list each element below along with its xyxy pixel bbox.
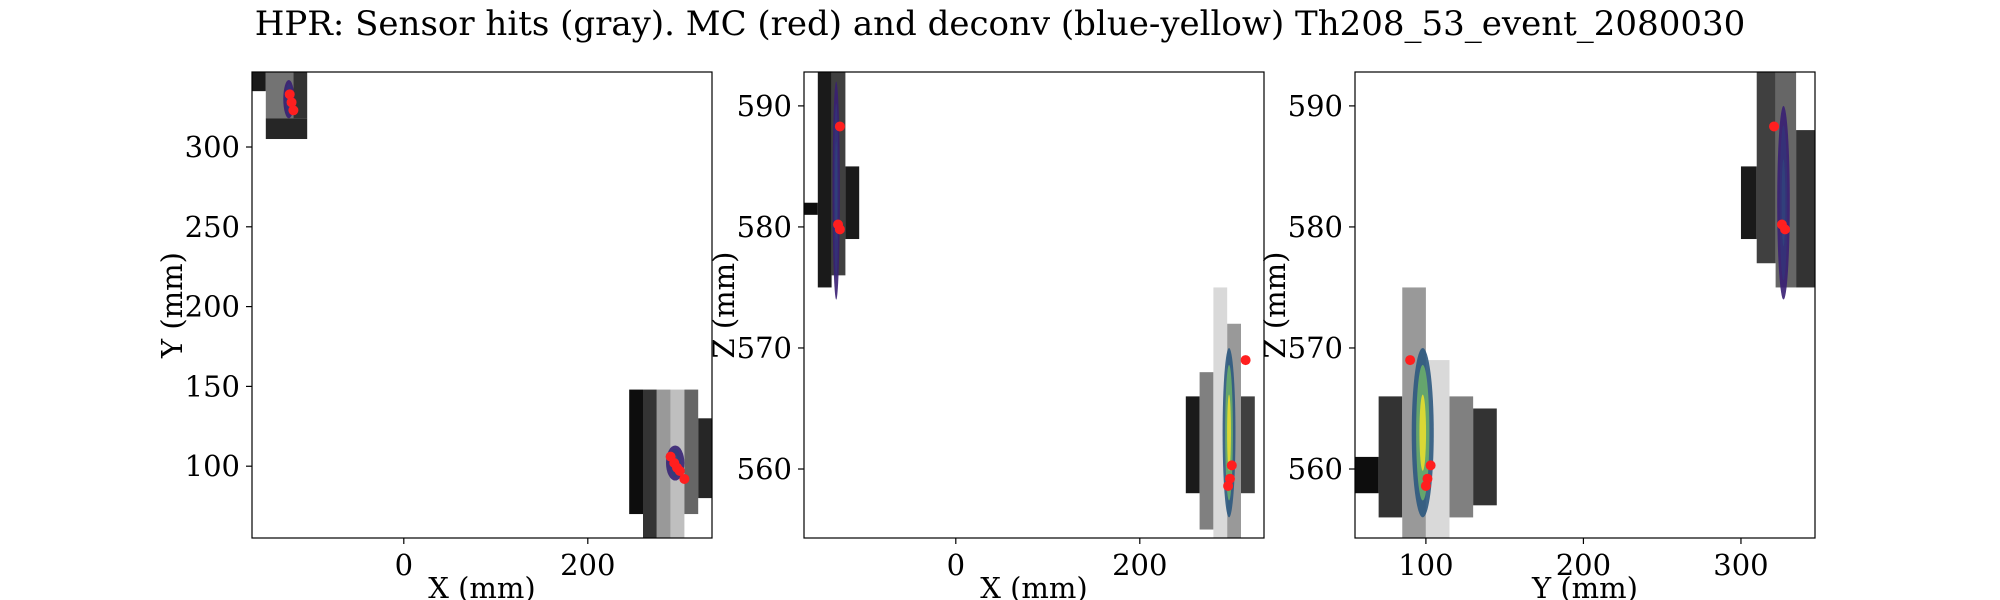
figure-title: HPR: Sensor hits (gray). MC (red) and de…	[255, 4, 1745, 44]
xz-mc-point-4	[1226, 460, 1237, 471]
xz-sensor-hit-0	[804, 202, 818, 215]
xy-sensor-hit-5	[643, 389, 657, 538]
xz-mc-point-3	[1240, 355, 1251, 366]
panel-yz: 100 200 300 560 570 580 590 Y (mm) Z (mm)	[1258, 71, 1816, 600]
yz-deconv-core-0	[1419, 394, 1427, 471]
xy-mc-point-0	[284, 89, 295, 100]
xy-xlabel: X (mm)	[428, 571, 536, 600]
yz-xtick-label-1: 200	[1556, 548, 1611, 582]
yz-plot-area	[1355, 72, 1815, 538]
yz-ytick-label-0: 560	[1288, 452, 1343, 486]
xy-mc-point-1	[286, 97, 297, 108]
xy-ytick-label-4: 300	[185, 130, 240, 164]
xz-plot-area	[804, 72, 1255, 538]
xz-ylabel: Z (mm)	[707, 252, 741, 359]
xy-ytick-label-3: 250	[185, 210, 240, 244]
xz-sensor-hit-4	[1185, 396, 1200, 494]
yz-mc-point-1	[1425, 460, 1436, 471]
xz-deconv-core-0	[835, 141, 838, 240]
xz-sensor-hit-1	[817, 72, 832, 288]
xz-deconv-core-1	[1227, 394, 1231, 471]
xy-mc-point-7	[679, 473, 690, 484]
xy-axes-frame	[251, 71, 713, 539]
xz-ytick-label-0: 560	[737, 452, 792, 486]
xz-mc-point-6	[1223, 480, 1234, 491]
xz-ytick-label-1: 570	[737, 331, 792, 365]
yz-ytick-label-2: 580	[1288, 210, 1343, 244]
xy-ytick-label-2: 200	[185, 290, 240, 324]
xz-xtick-label-0: 0	[947, 548, 965, 582]
yz-mc-point-6	[1780, 224, 1791, 235]
xy-ylabel: Y (mm)	[155, 252, 189, 359]
xz-ytick-label-3: 590	[737, 89, 792, 123]
xy-sensor-hit-9	[698, 418, 712, 499]
xy-sensor-hit-0	[252, 72, 266, 92]
xy-sensor-hit-8	[684, 389, 699, 515]
xz-sensor-hit-8	[1241, 396, 1255, 494]
yz-mc-point-3	[1420, 480, 1431, 491]
yz-mc-point-0	[1405, 355, 1416, 366]
yz-axes-frame	[1354, 71, 1816, 539]
yz-xlabel: Y (mm)	[1531, 571, 1638, 600]
xy-mc-point-6	[674, 465, 685, 476]
yz-sensor-hit-7	[1756, 72, 1776, 264]
xz-mc-point-0	[834, 121, 845, 132]
yz-mc-point-4	[1769, 121, 1780, 132]
xz-sensor-hit-5	[1199, 372, 1214, 530]
xz-mc-point-2	[834, 224, 845, 235]
panel-xy: 0 200 100 150 200 250 300 X (mm) Y (mm)	[155, 71, 713, 600]
xz-xtick-label-1: 200	[1112, 548, 1167, 582]
xz-xlabel: X (mm)	[980, 571, 1088, 600]
yz-sensor-hit-4	[1449, 396, 1474, 518]
yz-sensor-hit-6	[1740, 166, 1757, 240]
xy-xtick-label-0: 0	[395, 548, 413, 582]
panel-xz: 0 200 560 570 580 590 X (mm) Z (mm)	[707, 71, 1265, 600]
xy-ytick-label-1: 150	[185, 369, 240, 403]
yz-sensor-hit-1	[1378, 396, 1403, 518]
xy-sensor-hit-4	[629, 389, 643, 515]
xy-sensor-hit-3	[265, 118, 308, 140]
xz-sensor-hit-3	[845, 166, 860, 240]
yz-ytick-label-3: 590	[1288, 89, 1343, 123]
yz-sensor-hit-0	[1355, 456, 1379, 494]
xy-ytick-label-0: 100	[185, 449, 240, 483]
yz-xtick-label-0: 100	[1398, 548, 1453, 582]
yz-ytick-label-1: 570	[1288, 331, 1343, 365]
xz-axes-frame	[803, 71, 1265, 539]
yz-ylabel: Z (mm)	[1258, 252, 1292, 359]
yz-sensor-hit-5	[1473, 408, 1497, 506]
xy-plot-area	[252, 72, 712, 538]
xz-ytick-label-2: 580	[737, 210, 792, 244]
xy-xtick-label-1: 200	[560, 548, 615, 582]
yz-sensor-hit-9	[1796, 130, 1815, 288]
xy-mc-point-2	[288, 105, 299, 116]
xy-sensor-hit-6	[656, 389, 671, 538]
yz-xtick-label-2: 300	[1713, 548, 1768, 582]
